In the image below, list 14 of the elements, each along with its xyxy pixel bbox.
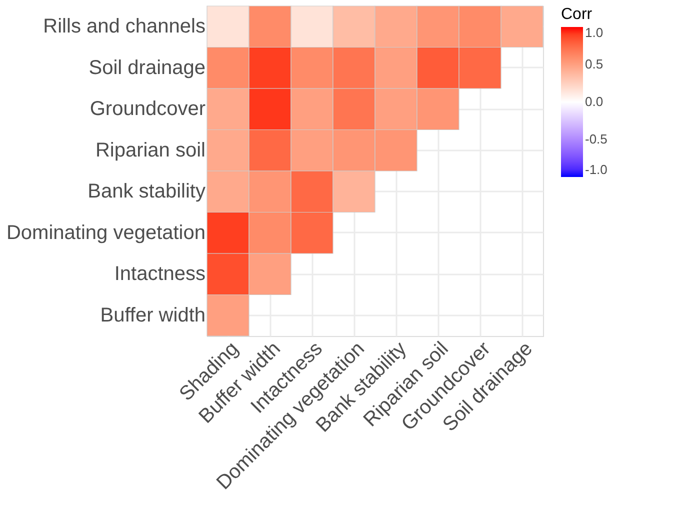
y-tick-label: Buffer width xyxy=(100,304,206,326)
color-bar-title: Corr xyxy=(561,6,593,23)
y-tick-label: Bank stability xyxy=(88,180,206,203)
y-tick-label: Riparian soil xyxy=(95,139,206,162)
y-tick-label: Groundcover xyxy=(90,98,206,120)
color-bar-label: -1.0 xyxy=(585,162,608,177)
y-tick-label: Intactness xyxy=(114,263,206,286)
color-bar-label: 1.0 xyxy=(585,25,604,40)
color-bar-label: 0.5 xyxy=(585,56,604,72)
y-tick-label: Soil drainage xyxy=(88,56,206,79)
y-tick-label: Rills and channels xyxy=(43,16,206,38)
color-bar-label: -0.5 xyxy=(585,132,608,146)
color-bar-label: 0.0 xyxy=(585,94,604,109)
y-tick-label: Dominating vegetation xyxy=(6,222,206,244)
